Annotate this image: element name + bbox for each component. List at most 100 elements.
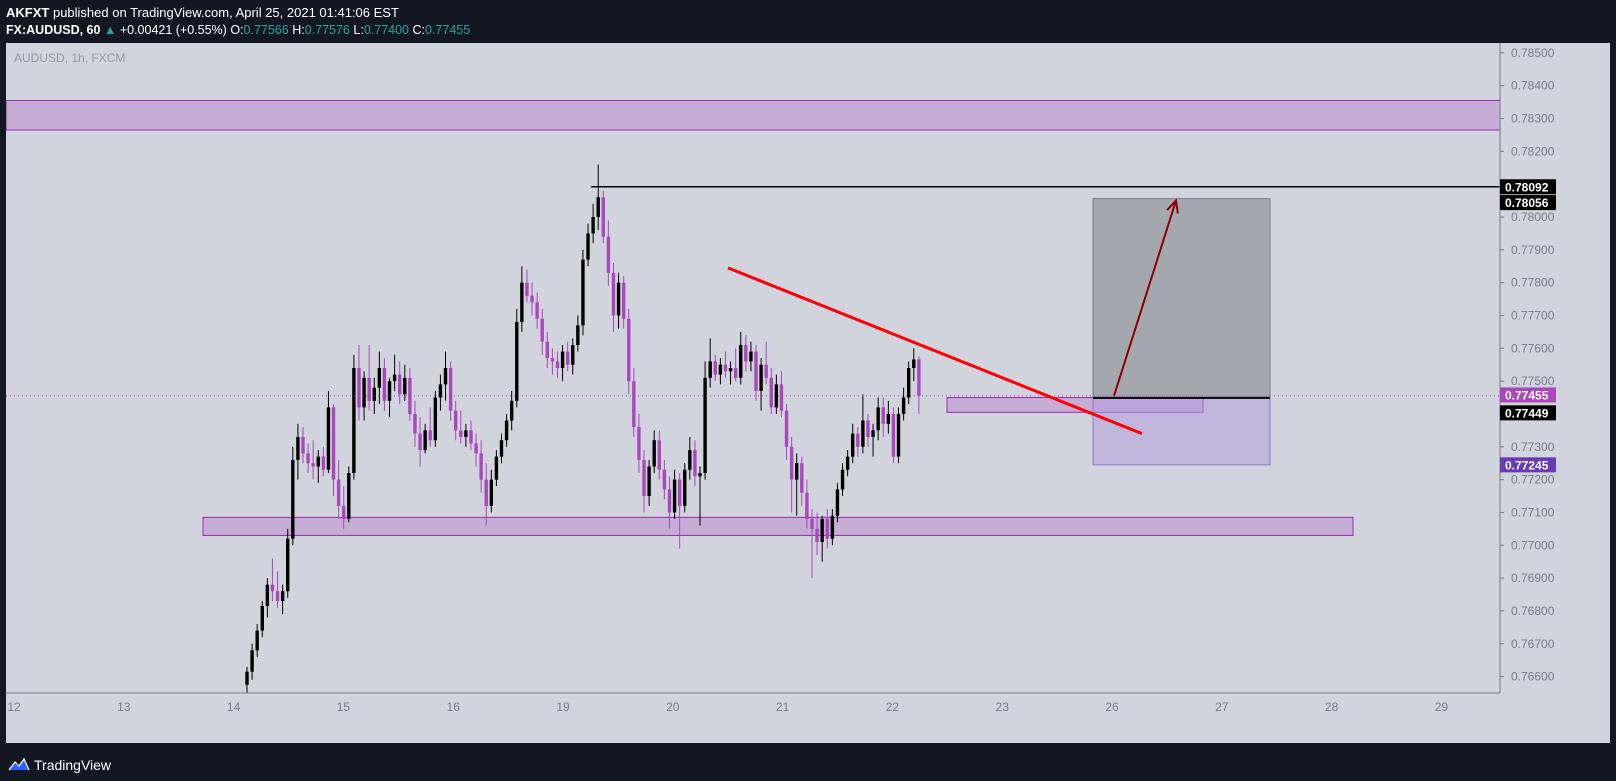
open-value: 0.77566 [243, 23, 289, 37]
stop-box[interactable] [1092, 397, 1271, 466]
candle-body [917, 359, 921, 396]
candle [805, 479, 809, 529]
support-zone[interactable] [202, 516, 1354, 536]
candle-body [265, 584, 270, 607]
price-tick-label: 0.78300 [1511, 112, 1555, 126]
candle [713, 354, 717, 382]
candle [306, 443, 310, 474]
candle [739, 331, 743, 385]
candle-body [347, 473, 351, 520]
low-value: 0.77400 [363, 23, 409, 37]
candle [907, 361, 911, 405]
price-badge-label: 0.77449 [1505, 406, 1549, 420]
descending-trendline[interactable] [727, 266, 1143, 436]
candle-body [789, 446, 794, 480]
target-arrow[interactable] [1113, 200, 1177, 397]
author-name[interactable]: AKFXT [6, 5, 50, 20]
candle [443, 351, 448, 401]
candle [840, 463, 845, 497]
candle-body [245, 671, 249, 685]
candle-body [459, 430, 463, 437]
price-badge: 0.77455 [1500, 387, 1556, 403]
candle-body [342, 505, 346, 520]
candle-body [723, 364, 728, 372]
candle [851, 423, 855, 464]
candle-body [448, 368, 453, 411]
price-tick-label: 0.77600 [1511, 341, 1555, 355]
candle-body [352, 368, 356, 474]
candle [815, 512, 819, 556]
candle-body [876, 407, 880, 431]
candle [255, 624, 259, 657]
price-chart[interactable]: 0.785000.784000.783000.782000.781000.780… [6, 43, 1610, 743]
price-badges: 0.78092 0.78056 0.77455 0.77449 0.77245 [1500, 179, 1556, 473]
price-badge: 0.78092 [1500, 179, 1556, 195]
candle [601, 190, 605, 244]
candle-body [321, 456, 326, 470]
candle [550, 348, 555, 375]
candle [326, 390, 331, 474]
time-tick-label: 21 [776, 700, 790, 714]
candle [413, 400, 417, 447]
candle-body [515, 322, 519, 401]
time-tick-label: 23 [996, 700, 1010, 714]
candle [886, 400, 891, 434]
price-badge-label: 0.77455 [1505, 388, 1549, 402]
candle [672, 469, 677, 520]
candle-body [677, 479, 682, 506]
candle-body [336, 479, 341, 506]
brand-name[interactable]: TradingView [34, 757, 112, 773]
candle-body [367, 377, 371, 401]
candle [382, 358, 387, 411]
candle-body [433, 397, 438, 441]
chart-area[interactable]: 0.785000.784000.783000.782000.781000.780… [6, 43, 1610, 743]
high-value: 0.77576 [304, 23, 350, 37]
candle [662, 459, 667, 500]
candle-body [357, 368, 361, 408]
candle-body [611, 272, 616, 316]
candle [423, 423, 427, 454]
target-box[interactable] [1092, 198, 1271, 399]
price-tick-label: 0.76700 [1511, 637, 1555, 651]
time-tick-label: 15 [337, 700, 351, 714]
candle [316, 450, 320, 483]
candle-body [815, 528, 819, 542]
price-tick-label: 0.77700 [1511, 308, 1555, 322]
candle [245, 666, 249, 695]
candle-body [759, 364, 763, 391]
candle [265, 578, 270, 618]
price-tick-label: 0.77000 [1511, 538, 1555, 552]
time-tick-label: 22 [886, 700, 900, 714]
price-tick-label: 0.77200 [1511, 473, 1555, 487]
candle [784, 404, 789, 460]
candle [448, 361, 453, 421]
candle [912, 348, 916, 382]
candle-body [576, 325, 580, 346]
candle [352, 354, 356, 480]
lines-layer [6, 186, 1500, 436]
candle [392, 354, 397, 391]
candle [250, 643, 254, 680]
change-value: +0.00421 (+0.55%) [119, 23, 227, 37]
candle [403, 364, 407, 401]
candle-body [464, 430, 468, 437]
price-badge-bg [1500, 179, 1556, 195]
price-badge-label: 0.77245 [1505, 458, 1549, 472]
candle-body [418, 433, 422, 451]
candle-body [392, 374, 397, 382]
tradingview-logo-icon[interactable] [8, 757, 30, 771]
upper-resistance-zone[interactable] [6, 99, 1501, 131]
candle [280, 584, 285, 615]
candle-body [683, 469, 687, 506]
candle-body [886, 413, 891, 424]
candle [565, 341, 570, 372]
candle-body [703, 377, 707, 474]
candle [845, 450, 850, 477]
candle [830, 509, 835, 546]
time-tick-label: 12 [7, 700, 21, 714]
candle-body [672, 479, 677, 513]
candle [856, 427, 860, 457]
candle-body [255, 630, 259, 651]
price-badge-label: 0.78092 [1505, 180, 1549, 194]
time-axis[interactable] [6, 693, 1610, 743]
